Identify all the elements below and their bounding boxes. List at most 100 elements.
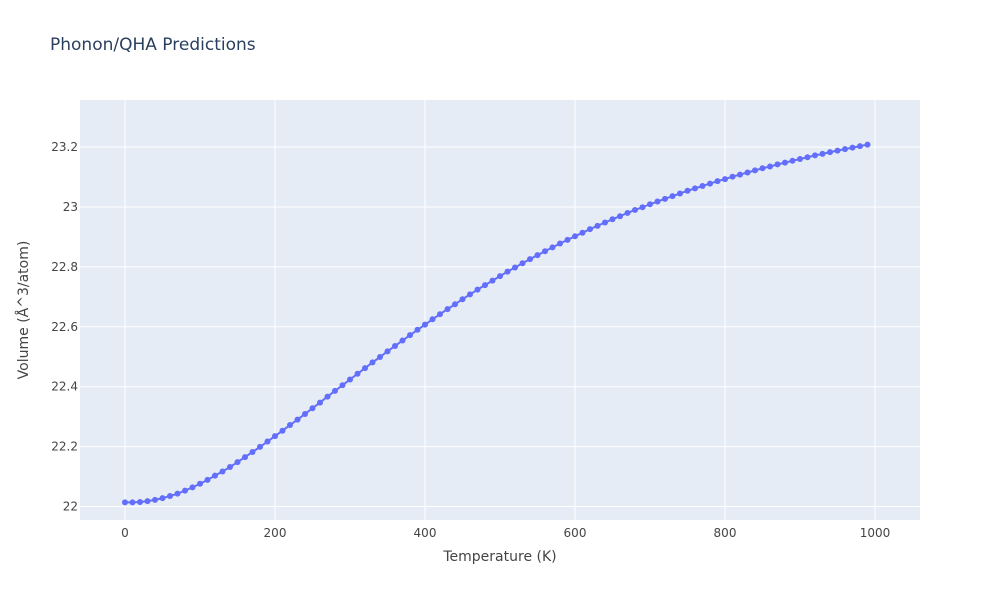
data-point[interactable] xyxy=(624,209,631,216)
data-point[interactable] xyxy=(317,399,323,406)
data-point[interactable] xyxy=(669,193,676,200)
data-point[interactable] xyxy=(234,459,241,466)
data-point[interactable] xyxy=(617,213,623,220)
data-point[interactable] xyxy=(174,490,181,497)
data-point[interactable] xyxy=(272,433,278,440)
data-point[interactable] xyxy=(422,321,428,328)
data-point[interactable] xyxy=(752,167,758,174)
data-point[interactable] xyxy=(564,236,571,243)
data-point[interactable] xyxy=(197,480,203,487)
data-point[interactable] xyxy=(489,277,496,284)
data-point[interactable] xyxy=(587,226,593,233)
data-point[interactable] xyxy=(474,286,481,293)
data-point[interactable] xyxy=(152,496,158,503)
data-point[interactable] xyxy=(602,219,608,226)
data-point[interactable] xyxy=(279,427,286,434)
data-point[interactable] xyxy=(264,438,271,445)
data-point[interactable] xyxy=(227,463,233,470)
data-point[interactable] xyxy=(677,190,683,197)
data-point[interactable] xyxy=(452,301,458,308)
data-point[interactable] xyxy=(722,176,728,183)
data-point[interactable] xyxy=(144,498,151,505)
data-point[interactable] xyxy=(512,264,518,271)
data-point[interactable] xyxy=(812,152,818,159)
data-point[interactable] xyxy=(377,354,383,361)
data-point[interactable] xyxy=(707,180,713,187)
data-point[interactable] xyxy=(797,156,803,163)
data-point[interactable] xyxy=(392,342,398,349)
data-point[interactable] xyxy=(339,382,346,389)
data-point[interactable] xyxy=(699,182,706,189)
data-point[interactable] xyxy=(429,316,436,323)
data-point[interactable] xyxy=(542,248,548,255)
data-point[interactable] xyxy=(467,291,473,298)
data-point[interactable] xyxy=(684,187,691,194)
data-point[interactable] xyxy=(159,495,166,502)
data-point[interactable] xyxy=(737,171,743,178)
data-point[interactable] xyxy=(782,159,788,166)
data-point[interactable] xyxy=(654,198,661,205)
data-point[interactable] xyxy=(167,493,173,500)
data-point[interactable] xyxy=(294,416,301,423)
data-point[interactable] xyxy=(572,233,578,240)
data-point[interactable] xyxy=(827,149,833,156)
data-point[interactable] xyxy=(212,472,218,479)
data-point[interactable] xyxy=(302,410,308,417)
data-point[interactable] xyxy=(849,144,856,151)
data-point[interactable] xyxy=(219,468,226,475)
data-point[interactable] xyxy=(369,359,376,366)
data-point[interactable] xyxy=(744,169,751,176)
data-point[interactable] xyxy=(579,229,586,236)
data-point[interactable] xyxy=(594,222,601,229)
data-point[interactable] xyxy=(774,161,781,168)
data-point[interactable] xyxy=(204,476,211,483)
data-point[interactable] xyxy=(729,173,736,180)
data-point[interactable] xyxy=(309,405,316,412)
data-point[interactable] xyxy=(647,201,653,208)
data-point[interactable] xyxy=(137,499,143,506)
data-point[interactable] xyxy=(819,150,826,157)
data-point[interactable] xyxy=(324,393,331,400)
data-point[interactable] xyxy=(632,206,638,213)
data-point[interactable] xyxy=(407,332,413,339)
data-point[interactable] xyxy=(362,365,368,372)
data-point[interactable] xyxy=(354,370,361,377)
data-point[interactable] xyxy=(692,185,698,192)
data-point[interactable] xyxy=(257,443,263,450)
data-point[interactable] xyxy=(189,484,196,491)
data-point[interactable] xyxy=(639,204,646,211)
data-point[interactable] xyxy=(129,499,136,506)
data-point[interactable] xyxy=(437,311,443,318)
data-point[interactable] xyxy=(759,165,766,172)
data-point[interactable] xyxy=(482,282,488,289)
data-point[interactable] xyxy=(557,240,563,247)
data-point[interactable] xyxy=(767,163,773,170)
data-point[interactable] xyxy=(459,296,466,303)
data-point[interactable] xyxy=(804,154,811,161)
data-point[interactable] xyxy=(534,252,541,259)
data-point[interactable] xyxy=(182,487,188,494)
data-point[interactable] xyxy=(789,157,796,164)
data-point[interactable] xyxy=(527,256,533,263)
data-point[interactable] xyxy=(864,141,871,148)
data-point[interactable] xyxy=(549,244,556,251)
data-point[interactable] xyxy=(662,195,668,202)
data-point[interactable] xyxy=(714,178,721,185)
data-point[interactable] xyxy=(249,449,256,455)
data-point[interactable] xyxy=(242,454,248,461)
data-point[interactable] xyxy=(122,499,128,506)
data-point[interactable] xyxy=(497,273,503,280)
data-point[interactable] xyxy=(842,146,848,153)
data-point[interactable] xyxy=(504,268,511,275)
data-point[interactable] xyxy=(519,260,526,267)
data-point[interactable] xyxy=(834,147,841,154)
data-point[interactable] xyxy=(384,348,391,355)
data-point[interactable] xyxy=(287,422,293,429)
data-point[interactable] xyxy=(399,337,406,344)
data-point[interactable] xyxy=(857,143,863,150)
data-point[interactable] xyxy=(444,306,451,313)
data-point[interactable] xyxy=(414,326,421,333)
data-point[interactable] xyxy=(332,387,338,394)
data-point[interactable] xyxy=(347,376,353,383)
data-point[interactable] xyxy=(609,216,616,223)
